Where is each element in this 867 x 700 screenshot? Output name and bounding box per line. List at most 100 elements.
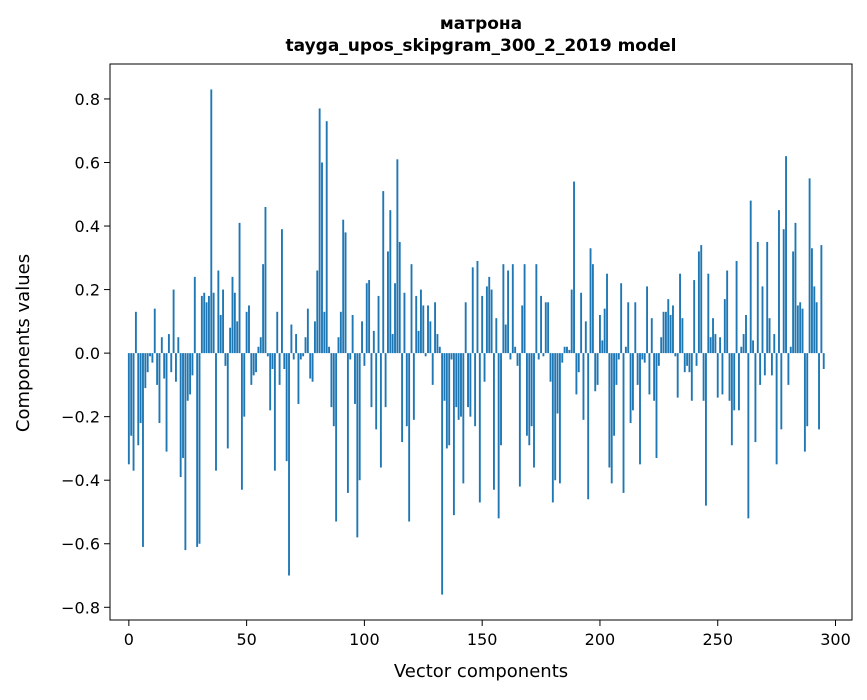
bar xyxy=(182,353,184,458)
bar xyxy=(518,353,521,487)
bar xyxy=(349,353,352,360)
bar xyxy=(196,353,199,547)
bar xyxy=(283,353,286,370)
bar xyxy=(573,181,575,354)
bar xyxy=(281,229,283,354)
bar-series xyxy=(127,89,825,595)
bar xyxy=(469,353,472,417)
bar xyxy=(542,353,545,357)
bar xyxy=(712,318,714,354)
bar xyxy=(370,353,373,408)
bar xyxy=(175,353,177,382)
bar xyxy=(481,295,484,354)
bar xyxy=(719,337,722,354)
bar xyxy=(594,353,597,392)
bar xyxy=(674,353,677,357)
bar xyxy=(467,353,469,408)
bar xyxy=(424,353,427,357)
bar xyxy=(650,318,653,354)
bar xyxy=(231,276,234,354)
bar xyxy=(563,346,566,354)
bar xyxy=(504,324,507,354)
x-tick-label: 150 xyxy=(467,630,498,649)
bar xyxy=(165,353,168,452)
bar xyxy=(509,353,512,360)
x-tick-label: 250 xyxy=(702,630,733,649)
bar xyxy=(629,353,632,424)
bar xyxy=(441,353,444,595)
bar xyxy=(570,289,573,354)
bar xyxy=(735,260,738,354)
bar xyxy=(782,229,785,354)
bar xyxy=(292,353,295,360)
bar xyxy=(144,353,147,389)
bar xyxy=(591,264,594,354)
bar xyxy=(337,337,340,354)
bar xyxy=(714,334,717,354)
bar xyxy=(184,353,187,551)
bar xyxy=(398,241,401,354)
bar xyxy=(770,353,773,376)
bar xyxy=(547,302,550,354)
y-tick-label: −0.6 xyxy=(61,535,100,554)
bar xyxy=(490,289,493,354)
bar xyxy=(158,353,161,424)
bar xyxy=(521,305,524,354)
bar xyxy=(730,353,733,446)
x-tick-label: 100 xyxy=(349,630,380,649)
bar xyxy=(549,353,552,382)
bar xyxy=(313,321,316,354)
bar xyxy=(792,251,795,354)
bar xyxy=(139,353,142,424)
bar xyxy=(325,121,328,354)
x-tick-label: 50 xyxy=(236,630,256,649)
bar xyxy=(544,302,547,354)
bar xyxy=(410,264,413,354)
bar xyxy=(217,270,220,354)
bar xyxy=(575,353,578,395)
bar xyxy=(589,248,592,354)
bar xyxy=(262,264,265,354)
bar xyxy=(676,353,679,398)
bar xyxy=(163,353,166,379)
bar xyxy=(417,330,420,354)
bar xyxy=(516,353,519,366)
bar xyxy=(368,280,371,354)
bar xyxy=(252,353,255,376)
bar xyxy=(662,311,665,354)
bar xyxy=(207,295,210,354)
bar xyxy=(624,346,627,354)
bar xyxy=(742,334,745,354)
bar xyxy=(415,295,418,354)
bar xyxy=(269,353,272,411)
bar xyxy=(354,353,356,404)
bar xyxy=(811,248,813,354)
bar xyxy=(266,353,269,357)
bar xyxy=(344,232,347,354)
bar xyxy=(384,353,387,408)
bar xyxy=(683,353,686,373)
bar xyxy=(664,311,667,354)
bar xyxy=(766,241,769,354)
bar xyxy=(240,353,243,490)
y-tick-label: 0.6 xyxy=(75,153,100,172)
bar xyxy=(705,353,707,506)
bar xyxy=(474,353,477,427)
bar xyxy=(775,353,778,465)
y-tick-label: 0.2 xyxy=(75,281,100,300)
bar xyxy=(306,308,309,354)
bar xyxy=(346,353,349,493)
bar xyxy=(212,292,215,354)
bar xyxy=(610,353,613,484)
bar xyxy=(511,264,514,354)
x-tick-label: 0 xyxy=(124,630,134,649)
bar xyxy=(639,353,641,465)
bar xyxy=(170,353,173,373)
bar xyxy=(238,222,241,354)
bar xyxy=(375,353,378,430)
bar xyxy=(822,353,825,370)
bar xyxy=(149,353,151,357)
bar xyxy=(462,353,465,484)
bar xyxy=(796,305,799,354)
y-tick-label: 0.0 xyxy=(75,344,100,363)
